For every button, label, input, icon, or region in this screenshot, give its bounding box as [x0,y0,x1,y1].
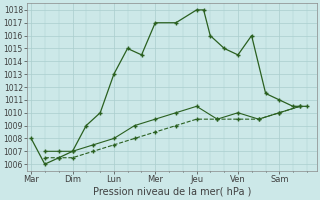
X-axis label: Pression niveau de la mer( hPa ): Pression niveau de la mer( hPa ) [92,187,251,197]
